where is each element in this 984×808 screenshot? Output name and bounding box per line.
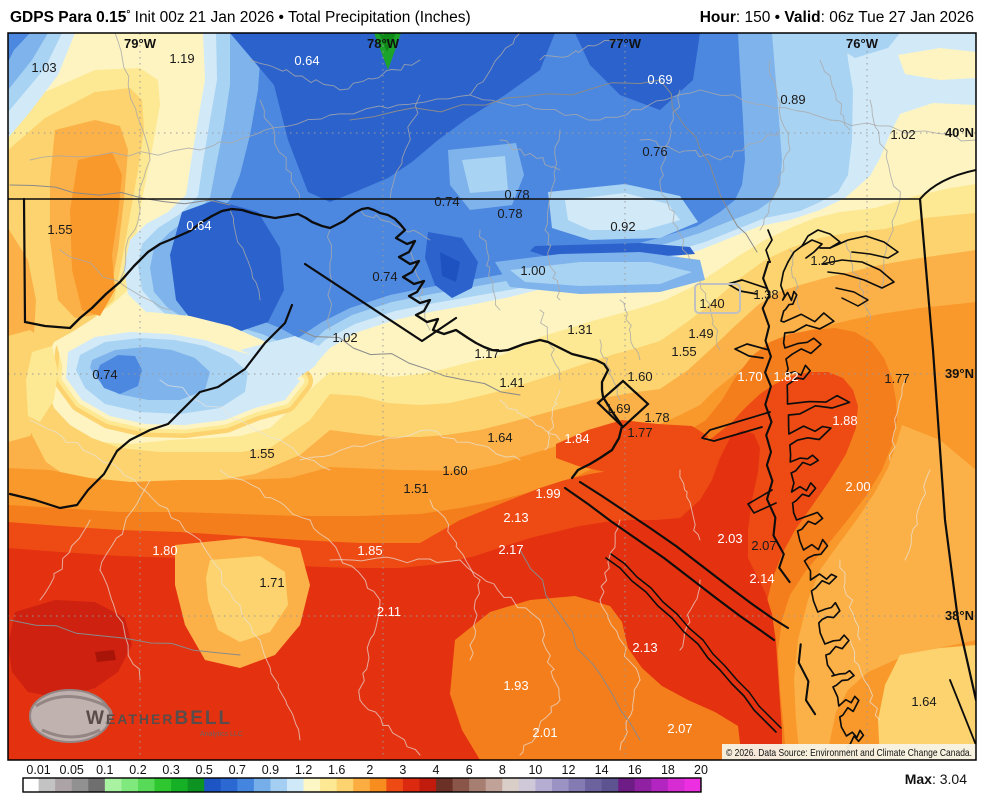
svg-text:1.51: 1.51 [403,481,428,496]
svg-text:0.69: 0.69 [647,72,672,87]
svg-text:2.07: 2.07 [667,721,692,736]
svg-text:0.78: 0.78 [497,206,522,221]
svg-text:0.64: 0.64 [294,53,319,68]
svg-text:1.99: 1.99 [535,486,560,501]
svg-text:1.17: 1.17 [474,346,499,361]
svg-text:Hour: 150 • Valid: 06z Tue 27: Hour: 150 • Valid: 06z Tue 27 Jan 2026 [700,9,974,26]
svg-text:1.03: 1.03 [31,60,56,75]
svg-text:1.00: 1.00 [520,263,545,278]
svg-text:78°W: 78°W [367,36,400,51]
svg-text:0.89: 0.89 [780,92,805,107]
svg-text:0.3: 0.3 [162,763,179,777]
svg-text:79°W: 79°W [124,36,157,51]
svg-text:1.38: 1.38 [753,287,778,302]
svg-text:1.6: 1.6 [328,763,345,777]
svg-text:2.01: 2.01 [532,725,557,740]
svg-text:0.5: 0.5 [196,763,213,777]
svg-text:1.40: 1.40 [699,296,724,311]
svg-text:0.7: 0.7 [229,763,246,777]
svg-text:3: 3 [399,763,406,777]
svg-text:1.02: 1.02 [890,127,915,142]
svg-text:38°N: 38°N [945,608,974,623]
svg-text:8: 8 [499,763,506,777]
svg-text:0.74: 0.74 [92,367,117,382]
svg-text:GDPS Para 0.15° Init 00z 21 Ja: GDPS Para 0.15° Init 00z 21 Jan 2026 • T… [10,9,471,26]
svg-text:1.88: 1.88 [832,413,857,428]
svg-text:WEATHERBELL: WEATHERBELL [86,708,232,729]
svg-text:2.14: 2.14 [749,571,774,586]
svg-text:0.76: 0.76 [642,144,667,159]
svg-text:20: 20 [694,763,708,777]
svg-text:1.84: 1.84 [564,431,589,446]
svg-text:1.93: 1.93 [503,678,528,693]
svg-text:1.80: 1.80 [152,543,177,558]
svg-text:12: 12 [562,763,576,777]
svg-text:0.74: 0.74 [372,269,397,284]
svg-text:0.92: 0.92 [610,219,635,234]
svg-text:6: 6 [466,763,473,777]
svg-text:1.31: 1.31 [567,322,592,337]
svg-text:77°W: 77°W [609,36,642,51]
svg-text:0.78: 0.78 [504,187,529,202]
svg-text:1.20: 1.20 [810,253,835,268]
svg-text:1.64: 1.64 [487,430,512,445]
svg-text:40°N: 40°N [945,125,974,140]
svg-text:1.41: 1.41 [499,375,524,390]
svg-text:0.64: 0.64 [186,218,211,233]
svg-text:1.82: 1.82 [773,369,798,384]
svg-text:1.71: 1.71 [259,575,284,590]
svg-text:1.49: 1.49 [688,326,713,341]
svg-text:© 2026. Data Source: Environme: © 2026. Data Source: Environment and Cli… [726,747,972,759]
svg-text:1.19: 1.19 [169,51,194,66]
svg-text:1.69: 1.69 [605,401,630,416]
svg-text:1.85: 1.85 [357,543,382,558]
svg-text:1.60: 1.60 [442,463,467,478]
svg-text:2.00: 2.00 [845,479,870,494]
svg-text:1.77: 1.77 [627,425,652,440]
svg-text:1.77: 1.77 [884,371,909,386]
svg-text:2.17: 2.17 [498,542,523,557]
svg-text:1.78: 1.78 [644,410,669,425]
svg-text:1.55: 1.55 [671,344,696,359]
svg-text:2.13: 2.13 [503,510,528,525]
svg-text:1.60: 1.60 [627,369,652,384]
svg-text:1.2: 1.2 [295,763,312,777]
svg-text:1.55: 1.55 [47,222,72,237]
svg-text:1.02: 1.02 [332,330,357,345]
svg-text:0.74: 0.74 [434,194,459,209]
svg-text:1.70: 1.70 [737,369,762,384]
svg-text:10: 10 [528,763,542,777]
svg-text:14: 14 [595,763,609,777]
svg-text:0.1: 0.1 [96,763,113,777]
svg-text:18: 18 [661,763,675,777]
svg-text:2.11: 2.11 [377,604,401,619]
svg-text:Analytics LLC: Analytics LLC [200,731,243,738]
svg-text:39°N: 39°N [945,366,974,381]
svg-text:0.9: 0.9 [262,763,279,777]
svg-text:Max: 3.04: Max: 3.04 [905,771,967,787]
svg-text:2.07: 2.07 [751,538,776,553]
svg-text:2.03: 2.03 [717,531,742,546]
svg-text:16: 16 [628,763,642,777]
svg-text:1.64: 1.64 [911,694,936,709]
svg-text:2: 2 [366,763,373,777]
svg-text:0.05: 0.05 [60,763,84,777]
svg-text:0.2: 0.2 [129,763,146,777]
svg-text:4: 4 [433,763,440,777]
svg-text:1.55: 1.55 [249,446,274,461]
svg-text:76°W: 76°W [846,36,879,51]
svg-text:2.13: 2.13 [632,640,657,655]
svg-text:0.01: 0.01 [26,763,50,777]
